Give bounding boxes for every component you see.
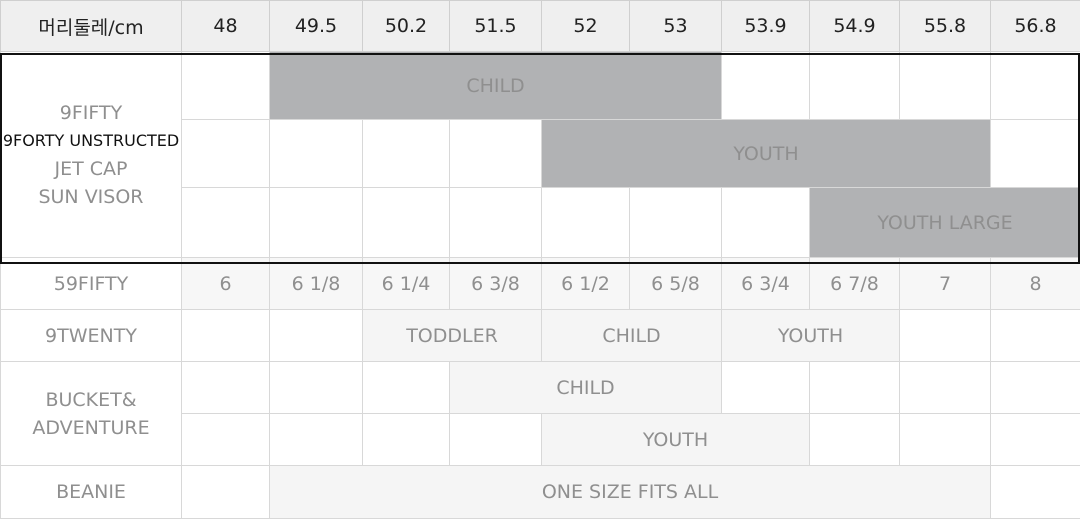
fifty-nine-value: 6 5/8	[629, 257, 722, 310]
empty-cell	[541, 187, 630, 258]
empty-cell	[990, 465, 1080, 519]
empty-cell	[449, 413, 542, 466]
empty-cell	[449, 187, 542, 258]
empty-cell	[899, 51, 991, 120]
header-size: 55.8	[899, 0, 991, 52]
empty-cell	[809, 51, 900, 120]
empty-cell	[990, 413, 1080, 466]
nine-twenty-toddler-band: TODDLER	[362, 309, 542, 362]
header-size: 48	[181, 0, 270, 52]
nine-twenty-child-band: CHILD	[541, 309, 722, 362]
group1-youth-band: YOUTH	[541, 119, 991, 188]
empty-cell	[269, 119, 363, 188]
empty-cell	[181, 465, 270, 519]
empty-cell	[721, 187, 810, 258]
group1-label-line: 9FORTY UNSTRUCTED	[2, 130, 180, 150]
beanie-one-size-band: ONE SIZE FITS ALL	[269, 465, 991, 519]
empty-cell	[629, 187, 722, 258]
nine-twenty-youth-band: YOUTH	[721, 309, 900, 362]
header-size: 53.9	[721, 0, 810, 52]
fifty-nine-value: 6 1/2	[541, 257, 630, 310]
empty-cell	[990, 51, 1080, 120]
bucket-row-youth: YOUTH	[1, 413, 1080, 466]
empty-cell	[181, 119, 270, 188]
header-size: 50.2	[362, 0, 450, 52]
empty-cell	[269, 413, 363, 466]
empty-cell	[181, 413, 270, 466]
empty-cell	[181, 187, 270, 258]
group1-child-band: CHILD	[269, 51, 722, 120]
empty-cell	[181, 51, 270, 120]
empty-cell	[990, 361, 1080, 414]
group1-youth-large-band: YOUTH LARGE	[809, 187, 1080, 258]
group1-label-line: SUN VISOR	[38, 185, 144, 208]
fifty-nine-value: 7	[899, 257, 991, 310]
group1-row-child: 9FIFTY 9FORTY UNSTRUCTED JET CAP SUN VIS…	[0, 51, 1080, 258]
nine-twenty-row: 9TWENTY TODDLER CHILD YOUTH	[0, 309, 1080, 362]
fifty-nine-value: 6 1/8	[269, 257, 363, 310]
empty-cell	[899, 309, 991, 362]
bucket-label-line: BUCKET&	[45, 388, 137, 411]
bucket-label: BUCKET& ADVENTURE	[0, 361, 182, 466]
fifty-nine-value: 6	[181, 257, 270, 310]
bucket-label-line: ADVENTURE	[32, 416, 150, 439]
header-size: 49.5	[269, 0, 363, 52]
header-size: 56.8	[990, 0, 1080, 52]
fifty-nine-value: 6 3/4	[721, 257, 810, 310]
header-size: 51.5	[449, 0, 542, 52]
fifty-nine-label: 59FIFTY	[0, 257, 182, 310]
beanie-label: BEANIE	[0, 465, 182, 519]
header-size: 53	[629, 0, 722, 52]
group1-row-youth-large: YOUTH LARGE	[1, 187, 1080, 258]
empty-cell	[362, 361, 450, 414]
empty-cell	[990, 309, 1080, 362]
empty-cell	[990, 119, 1080, 188]
nine-twenty-label: 9TWENTY	[0, 309, 182, 362]
fifty-nine-value: 8	[990, 257, 1080, 310]
empty-cell	[269, 361, 363, 414]
header-label: 머리둘레/cm	[0, 0, 182, 52]
bucket-row-child: BUCKET& ADVENTURE CHILD	[0, 361, 1080, 466]
empty-cell	[721, 361, 810, 414]
group1-label-line: JET CAP	[54, 157, 128, 180]
header-row: 머리둘레/cm 48 49.5 50.2 51.5 52 53 53.9 54.…	[0, 0, 1080, 52]
bucket-child-band: CHILD	[449, 361, 722, 414]
header-size: 52	[541, 0, 630, 52]
header-size: 54.9	[809, 0, 900, 52]
empty-cell	[362, 119, 450, 188]
empty-cell	[181, 309, 270, 362]
group1-row-youth: YOUTH	[1, 119, 1080, 188]
empty-cell	[269, 187, 363, 258]
fifty-nine-value: 6 1/4	[362, 257, 450, 310]
beanie-row: BEANIE ONE SIZE FITS ALL	[0, 465, 1080, 519]
empty-cell	[809, 361, 900, 414]
group1-label-line: 9FIFTY	[59, 101, 123, 124]
empty-cell	[362, 187, 450, 258]
empty-cell	[362, 413, 450, 466]
empty-cell	[449, 119, 542, 188]
fifty-nine-value: 6 3/8	[449, 257, 542, 310]
group1-label: 9FIFTY 9FORTY UNSTRUCTED JET CAP SUN VIS…	[0, 51, 182, 258]
empty-cell	[181, 361, 270, 414]
fifty-nine-row: 59FIFTY 6 6 1/8 6 1/4 6 3/8 6 1/2 6 5/8 …	[0, 257, 1080, 310]
empty-cell	[721, 51, 810, 120]
empty-cell	[899, 413, 991, 466]
empty-cell	[809, 413, 900, 466]
empty-cell	[899, 361, 991, 414]
bucket-youth-band: YOUTH	[541, 413, 810, 466]
empty-cell	[269, 309, 363, 362]
fifty-nine-value: 6 7/8	[809, 257, 900, 310]
